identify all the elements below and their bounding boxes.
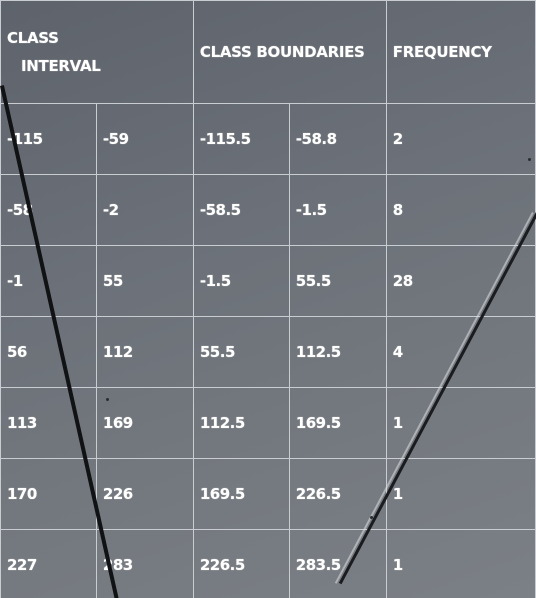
upper-boundary-cell: 283.5 [288,529,387,598]
class-boundaries-header: CLASS BOUNDARIES [192,0,387,104]
upper-boundary-cell: -1.5 [288,174,387,246]
upper-boundary-cell: 226.5 [288,458,387,530]
lower-boundary-cell: 55.5 [192,316,290,388]
lower-limit-cell: -115 [0,103,97,175]
frequency-cell: 4 [385,316,536,388]
frequency-header: FREQUENCY [385,0,536,104]
lower-boundary-cell: 226.5 [192,529,290,598]
lower-limit-cell: -58 [0,174,97,246]
table-row: 113 169 112.5 169.5 1 [0,387,536,459]
table-row: 56 112 55.5 112.5 4 [0,316,536,388]
lower-boundary-cell: -1.5 [192,245,290,317]
lower-boundary-cell: 169.5 [192,458,290,530]
upper-limit-cell: -2 [95,174,194,246]
lower-limit-cell: 113 [0,387,97,459]
lower-limit-cell: 56 [0,316,97,388]
frequency-cell: 1 [385,458,536,530]
lower-boundary-cell: 112.5 [192,387,290,459]
table-row: -58 -2 -58.5 -1.5 8 [0,174,536,246]
upper-limit-cell: 226 [95,458,194,530]
upper-limit-cell: 55 [95,245,194,317]
upper-limit-cell: 169 [95,387,194,459]
frequency-cell: 28 [385,245,536,317]
upper-boundary-cell: 169.5 [288,387,387,459]
frequency-cell: 1 [385,387,536,459]
header-row: CLASS INTERVAL CLASS BOUNDARIES FREQUENC… [0,0,536,104]
table-row: 227 283 226.5 283.5 1 [0,529,536,598]
table-row: 170 226 169.5 226.5 1 [0,458,536,530]
frequency-cell: 2 [385,103,536,175]
table-row: -115 -59 -115.5 -58.8 2 [0,103,536,175]
upper-limit-cell: 112 [95,316,194,388]
upper-boundary-cell: -58.8 [288,103,387,175]
upper-limit-cell: -59 [95,103,194,175]
upper-limit-cell: 283 [95,529,194,598]
class-interval-header-line1: CLASS [7,29,59,47]
lower-limit-cell: -1 [0,245,97,317]
class-interval-header-line2: INTERVAL [21,57,101,75]
table-row: -1 55 -1.5 55.5 28 [0,245,536,317]
lower-limit-cell: 170 [0,458,97,530]
lower-boundary-cell: -115.5 [192,103,290,175]
upper-boundary-cell: 112.5 [288,316,387,388]
class-interval-header: CLASS INTERVAL [0,0,194,104]
lower-boundary-cell: -58.5 [192,174,290,246]
frequency-cell: 1 [385,529,536,598]
lower-limit-cell: 227 [0,529,97,598]
upper-boundary-cell: 55.5 [288,245,387,317]
frequency-cell: 8 [385,174,536,246]
